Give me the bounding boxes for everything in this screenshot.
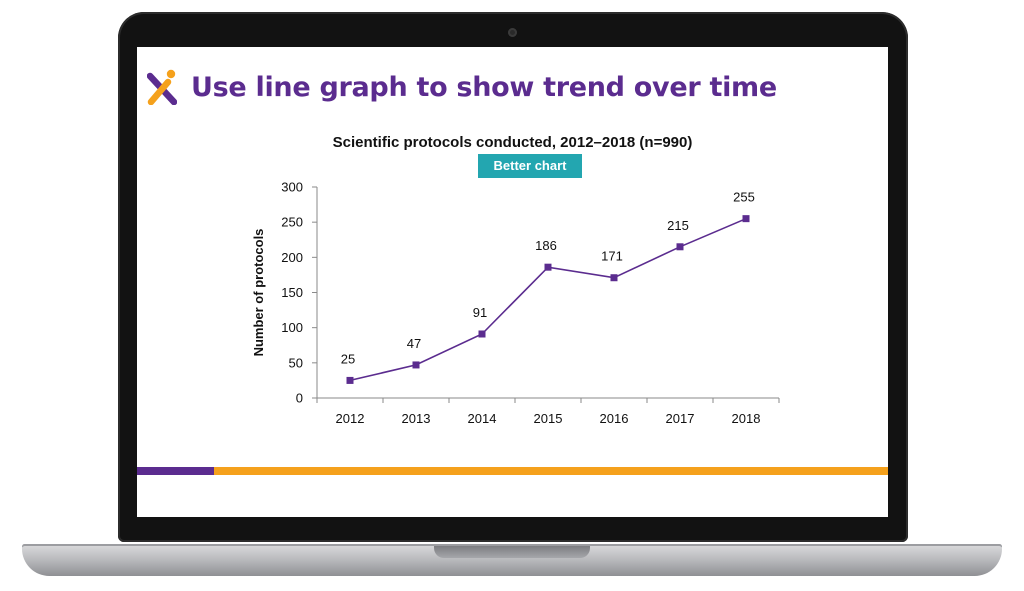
y-tick-label: 50 xyxy=(289,355,303,370)
data-point-marker xyxy=(412,361,420,369)
laptop-notch xyxy=(434,546,590,558)
y-tick-label: 200 xyxy=(281,250,303,265)
data-point-marker xyxy=(676,243,684,251)
data-label: 47 xyxy=(407,336,421,351)
chart-axes: 0 50 100 150 200 250 300 2012 2013 2014 2015 2016 20… xyxy=(281,180,780,426)
chart-title: Scientific protocols conducted, 2012–201… xyxy=(332,134,693,151)
camera-icon xyxy=(508,28,517,37)
slide-title: Use line graph to show trend over time xyxy=(191,71,777,103)
x-tick-label: 2013 xyxy=(402,411,431,426)
data-label: 171 xyxy=(601,249,623,264)
data-label: 215 xyxy=(667,218,689,233)
x-tick-label: 2017 xyxy=(666,411,695,426)
slide-header: Use line graph to show trend over time xyxy=(147,65,777,109)
x-tick-label: 2014 xyxy=(468,411,497,426)
y-tick-label: 300 xyxy=(281,180,303,195)
better-chart-badge: Better chart xyxy=(478,154,582,178)
data-label: 186 xyxy=(535,238,557,253)
y-tick-label: 100 xyxy=(281,320,303,335)
data-point-marker xyxy=(610,274,618,282)
footer-bar-orange xyxy=(214,467,888,475)
x-tick-label: 2018 xyxy=(732,411,761,426)
data-point-marker xyxy=(544,263,552,271)
data-label: 255 xyxy=(733,190,755,205)
y-tick-label: 250 xyxy=(281,215,303,230)
data-label: 91 xyxy=(473,305,487,320)
x-tick-label: 2012 xyxy=(336,411,365,426)
data-point-marker xyxy=(742,215,750,223)
y-tick-label: 0 xyxy=(296,391,303,406)
x-tick-label: 2016 xyxy=(600,411,629,426)
line-chart: 0 50 100 150 200 250 300 2012 2013 2014 2015 2016 20… xyxy=(251,180,780,426)
data-point-marker xyxy=(478,330,486,338)
data-label: 25 xyxy=(341,351,355,366)
footer-bar-purple xyxy=(137,467,214,475)
y-axis-title: Number of protocols xyxy=(251,229,266,357)
data-point-marker xyxy=(346,376,354,384)
slide: Use line graph to show trend over time S… xyxy=(137,47,888,517)
y-tick-label: 150 xyxy=(281,285,303,300)
x-person-logo-icon xyxy=(147,69,177,105)
chart-series: 25 47 91 186 171 215 255 xyxy=(341,190,755,384)
x-tick-label: 2015 xyxy=(534,411,563,426)
